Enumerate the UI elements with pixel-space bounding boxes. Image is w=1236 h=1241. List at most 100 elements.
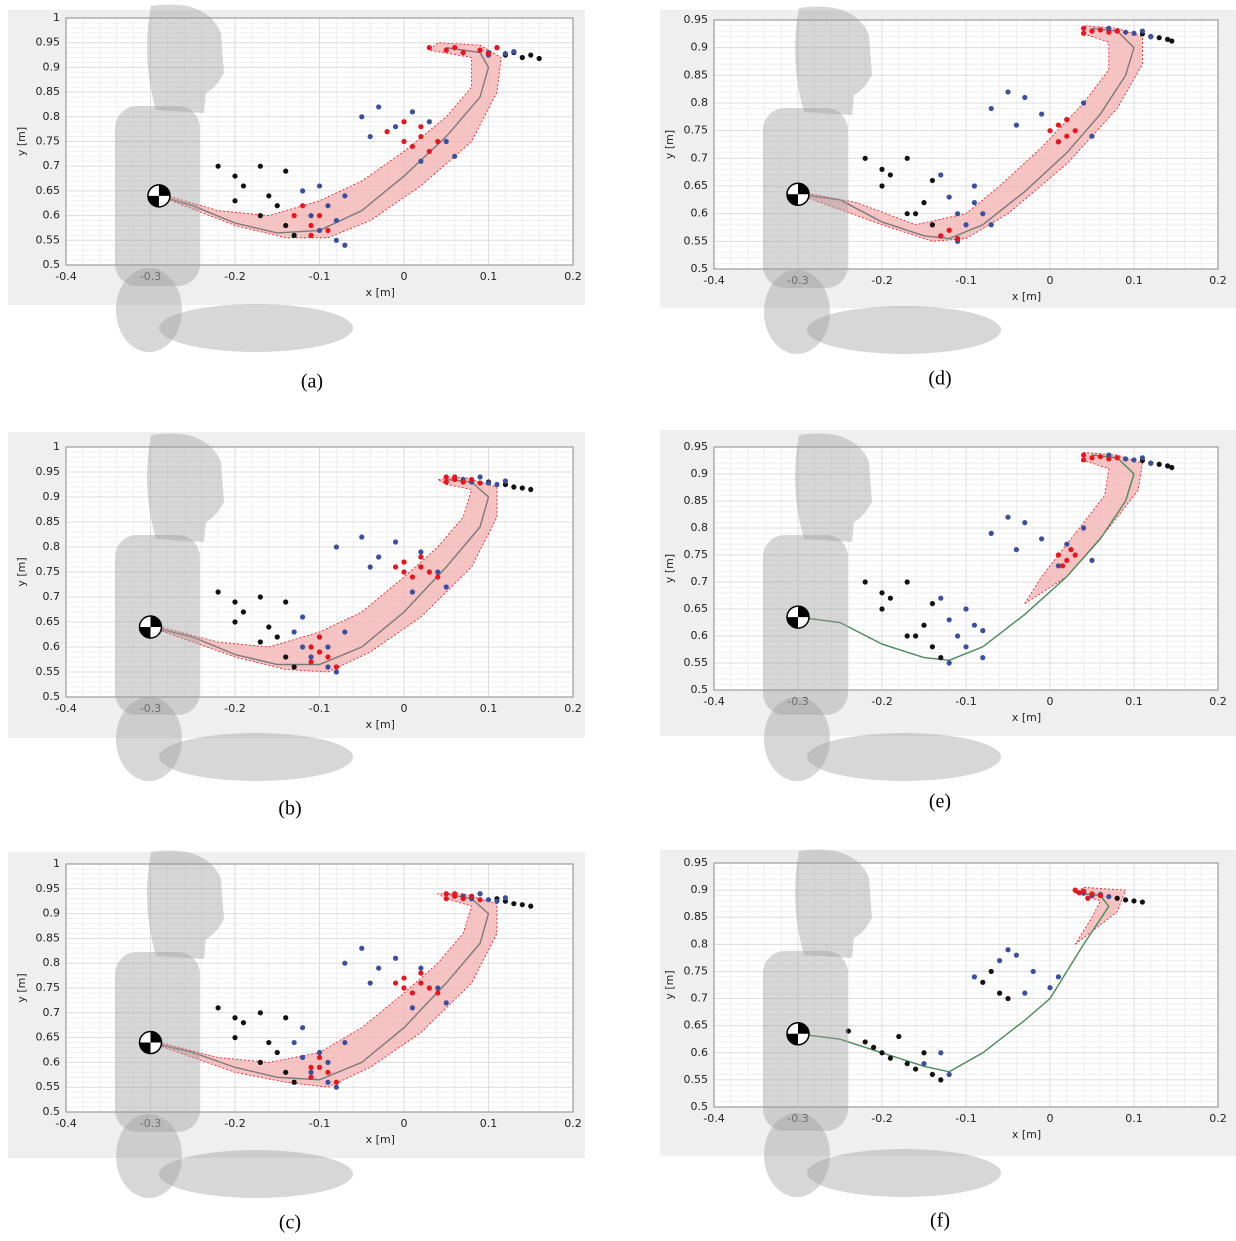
data-point xyxy=(989,222,994,227)
y-tick-label: 0.5 xyxy=(691,683,709,696)
data-point xyxy=(232,1035,237,1040)
x-axis-label: x [m] xyxy=(366,1133,395,1146)
data-point xyxy=(879,606,884,611)
data-point xyxy=(376,554,381,559)
data-point xyxy=(1157,462,1162,467)
x-tick-label: -0.2 xyxy=(224,1117,245,1130)
y-tick-label: 0.55 xyxy=(684,1073,709,1086)
data-point xyxy=(1131,31,1136,36)
data-point xyxy=(947,194,952,199)
y-tick-label: 0.7 xyxy=(691,151,709,164)
data-point xyxy=(477,480,482,485)
data-point xyxy=(300,188,305,193)
data-point xyxy=(537,56,542,61)
data-point xyxy=(955,211,960,216)
panel: -0.4-0.3-0.2-0.100.10.20.50.550.60.650.7… xyxy=(8,432,585,820)
x-tick-label: -0.4 xyxy=(703,1112,724,1125)
data-point xyxy=(368,564,373,569)
data-point xyxy=(1056,974,1061,979)
data-point xyxy=(368,980,373,985)
data-point xyxy=(1081,453,1086,458)
data-point xyxy=(905,633,910,638)
data-point xyxy=(947,1072,952,1077)
data-point xyxy=(1085,896,1090,901)
x-tick-label: 0 xyxy=(401,1117,408,1130)
data-point xyxy=(325,1060,330,1065)
data-point xyxy=(947,617,952,622)
data-point xyxy=(486,51,491,56)
x-tick-label: -0.4 xyxy=(55,1117,76,1130)
x-tick-label: 0.1 xyxy=(1125,274,1143,287)
data-point xyxy=(435,139,440,144)
data-point xyxy=(980,211,985,216)
data-point xyxy=(1115,28,1120,33)
y-tick-label: 0.7 xyxy=(43,1006,61,1019)
y-tick-label: 0.9 xyxy=(691,41,709,54)
y-tick-label: 0.55 xyxy=(684,234,709,247)
data-point xyxy=(1047,985,1052,990)
data-point xyxy=(1022,95,1027,100)
y-tick-label: 0.6 xyxy=(691,207,709,220)
data-point xyxy=(444,479,449,484)
x-axis-label: x [m] xyxy=(366,286,395,299)
data-point xyxy=(1022,991,1027,996)
data-point xyxy=(418,549,423,554)
data-point xyxy=(921,200,926,205)
data-point xyxy=(1014,123,1019,128)
y-tick-label: 0.5 xyxy=(43,1105,61,1118)
data-point xyxy=(871,1045,876,1050)
data-point xyxy=(300,1055,305,1060)
data-point xyxy=(452,891,457,896)
y-tick-label: 0.95 xyxy=(684,856,709,869)
data-point xyxy=(1081,525,1086,530)
data-point xyxy=(385,129,390,134)
data-point xyxy=(266,1040,271,1045)
data-point xyxy=(963,222,968,227)
data-point xyxy=(1073,128,1078,133)
data-point xyxy=(368,134,373,139)
y-tick-label: 0.9 xyxy=(43,490,61,503)
data-point xyxy=(1005,515,1010,520)
data-point xyxy=(427,45,432,50)
data-point xyxy=(401,139,406,144)
data-point xyxy=(418,134,423,139)
data-point xyxy=(410,144,415,149)
data-point xyxy=(989,106,994,111)
data-point xyxy=(863,579,868,584)
data-point xyxy=(325,1070,330,1075)
y-tick-label: 0.9 xyxy=(43,907,61,920)
data-point xyxy=(461,896,466,901)
data-point xyxy=(393,564,398,569)
data-point xyxy=(1056,139,1061,144)
data-point xyxy=(342,629,347,634)
y-tick-label: 0.55 xyxy=(36,1080,61,1093)
data-point xyxy=(317,1055,322,1060)
data-point xyxy=(1148,34,1153,39)
caption: (c) xyxy=(279,1212,301,1234)
y-tick-label: 0.8 xyxy=(691,96,709,109)
caption: (b) xyxy=(278,798,301,820)
y-tick-label: 0.65 xyxy=(36,184,61,197)
y-tick-label: 0.8 xyxy=(43,956,61,969)
x-tick-label: 0.2 xyxy=(564,270,582,283)
data-point xyxy=(334,238,339,243)
data-point xyxy=(1073,552,1078,557)
data-point xyxy=(216,1005,221,1010)
data-point xyxy=(410,589,415,594)
data-point xyxy=(308,213,313,218)
data-point xyxy=(520,902,525,907)
data-point xyxy=(275,1050,280,1055)
data-point xyxy=(401,559,406,564)
data-point xyxy=(317,228,322,233)
x-tick-label: -0.2 xyxy=(871,274,892,287)
data-point xyxy=(905,1061,910,1066)
data-point xyxy=(1005,947,1010,952)
y-tick-label: 0.7 xyxy=(43,590,61,603)
x-tick-label: 0.2 xyxy=(1209,1112,1227,1125)
data-point xyxy=(401,975,406,980)
page: {"chart_data": [ {"type": "scatter", "ca… xyxy=(0,0,1236,1241)
y-tick-label: 0.5 xyxy=(43,690,61,703)
data-point xyxy=(938,1050,943,1055)
data-point xyxy=(232,198,237,203)
